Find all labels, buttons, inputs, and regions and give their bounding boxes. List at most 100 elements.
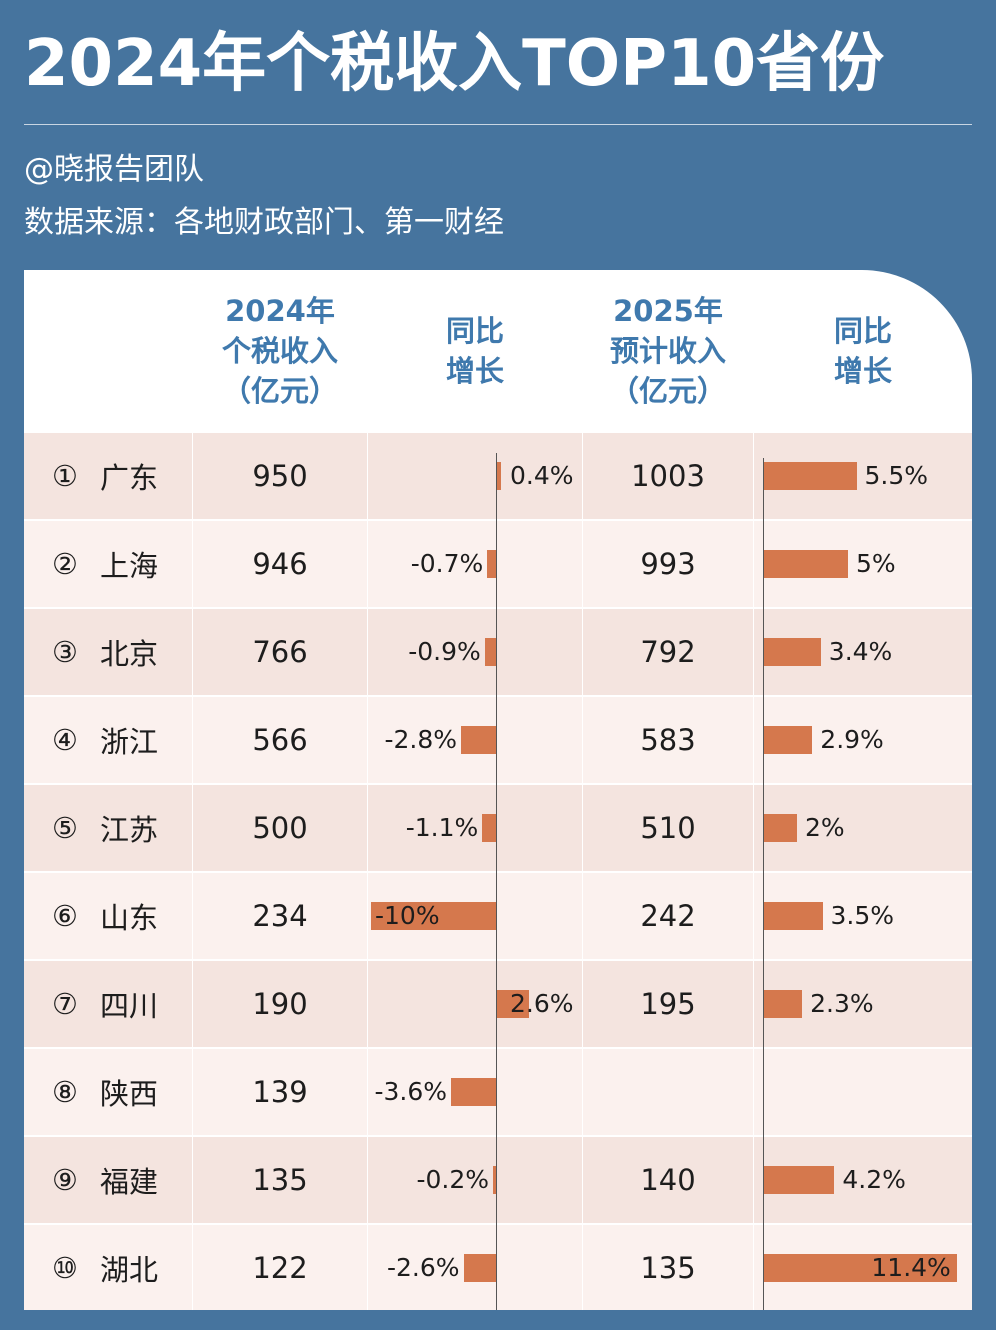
author-credit: @晓报告团队: [24, 152, 204, 187]
province-cell: ① 广东: [24, 433, 192, 519]
province-name: 江苏: [100, 813, 159, 847]
cell-background: [583, 521, 753, 607]
cell-background: [193, 521, 367, 607]
growth-2025-label: 11.4%: [871, 1253, 951, 1282]
growth-2025-bar: [763, 550, 848, 578]
tax-2025-value: 140: [640, 1163, 696, 1197]
province-cell: ④ 浙江: [24, 697, 192, 783]
cell-background: [193, 1225, 367, 1310]
cell-background: [754, 1049, 972, 1135]
data-source: 数据来源：各地财政部门、第一财经: [24, 205, 504, 240]
growth-2025-bar: [763, 814, 797, 842]
header-tax-2024: 2024年 个税收入 （亿元）: [221, 294, 338, 408]
tax-2025-value: [583, 1049, 753, 1135]
tax-2025-value: 195: [640, 987, 696, 1021]
growth-2024-label: -2.6%: [386, 1253, 460, 1282]
cell-background: [24, 609, 192, 695]
cell-background: [24, 697, 192, 783]
tax-2024-value: 566: [252, 723, 308, 757]
table-row: ③ 北京 766 792 -0.9% 3.4%: [24, 609, 972, 695]
growth-2025-bar: [763, 902, 823, 930]
tax-2024-value: 950: [252, 459, 308, 493]
tax-2024-value: 946: [252, 547, 308, 581]
growth-2024-label: 0.4%: [510, 461, 574, 490]
growth-2024-label: 2.6%: [510, 989, 574, 1018]
tax-2025-value: 1003: [631, 459, 705, 493]
growth-2024-label: -2.8%: [384, 725, 457, 754]
table-row: ② 上海 946 993 -0.7% 5%: [24, 521, 972, 607]
table-row: ⑥ 山东 234 242 -10% 3.5%: [24, 873, 972, 959]
rank-marker: ⑧: [52, 1075, 78, 1109]
growth-2025-label: 3.4%: [828, 637, 893, 666]
growth-2025-label: 3.5%: [830, 901, 895, 930]
header-growth-2025: 同比 增长: [833, 314, 892, 388]
cell-background: [583, 1225, 753, 1310]
rank-marker: ②: [52, 547, 78, 581]
rank-marker: ①: [52, 459, 78, 493]
rank-marker: ⑩: [52, 1251, 78, 1285]
province-name: 湖北: [100, 1253, 159, 1287]
province-cell: ③ 北京: [24, 609, 192, 695]
growth-2025-label: 5.5%: [864, 461, 929, 490]
cell-background: [583, 1137, 753, 1223]
cell-background: [583, 697, 753, 783]
province-name: 山东: [100, 901, 159, 935]
province-cell: ⑤ 江苏: [24, 785, 192, 871]
cell-background: [24, 1225, 192, 1310]
tax-2024-value: 190: [252, 987, 308, 1021]
growth-2024-bar: [496, 990, 529, 1018]
growth-2025-bar: [763, 1166, 835, 1194]
growth-2024-bar: [482, 814, 496, 842]
province-name: 福建: [100, 1165, 159, 1199]
cell-background: [583, 785, 753, 871]
province-cell: ⑩ 湖北: [24, 1225, 192, 1310]
growth-2024-bar: [493, 1166, 496, 1194]
table-row: ⑨ 福建 135 140 -0.2% 4.2%: [24, 1137, 972, 1223]
table-row: ① 广东 950 1003 0.4% 5.5%: [24, 433, 972, 519]
tax-2024-value: 122: [252, 1251, 308, 1285]
tax-2024-value: 234: [252, 899, 308, 933]
cell-background: [193, 961, 367, 1047]
data-table-card: 2024年 个税收入 （亿元） 同比 增长 2025年 预计收入 （亿元） 同比…: [24, 270, 972, 1310]
province-name: 陕西: [100, 1077, 159, 1111]
cell-background: [193, 609, 367, 695]
rank-marker: ⑨: [52, 1163, 78, 1197]
cell-background: [193, 433, 367, 519]
page-title: 2024年个税收入TOP10省份: [24, 27, 885, 101]
growth-2025-bar: [763, 462, 857, 490]
rank-marker: ④: [52, 723, 78, 757]
growth-2024-label: -0.7%: [410, 549, 484, 578]
tax-2025-value: 135: [640, 1251, 696, 1285]
rank-marker: ⑤: [52, 811, 78, 845]
cell-background: [193, 873, 367, 959]
cell-background: [583, 433, 753, 519]
growth-2024-axis: [496, 453, 497, 1310]
province-name: 广东: [100, 461, 159, 495]
table-row: ⑩ 湖北 122 135 -2.6% 11.4%: [24, 1225, 972, 1310]
province-cell: ⑧ 陕西: [24, 1049, 192, 1135]
growth-2025-label: 4.2%: [842, 1165, 906, 1194]
growth-2025-bar: [763, 1254, 957, 1282]
cell-background: [193, 1137, 367, 1223]
tax-2024-value: 500: [252, 811, 308, 845]
rank-marker: ⑦: [52, 987, 78, 1021]
growth-2024-bar: [451, 1078, 496, 1106]
cell-background: [24, 873, 192, 959]
province-cell: ⑨ 福建: [24, 1137, 192, 1223]
province-name: 四川: [100, 989, 159, 1023]
growth-2025-label: 5%: [856, 549, 896, 578]
cell-background: [24, 1137, 192, 1223]
growth-2024-label: -1.1%: [405, 813, 479, 842]
tax-2025-value: 583: [640, 723, 696, 757]
growth-2025-bar: [763, 726, 813, 754]
cell-background: [368, 785, 582, 871]
cell-background: [583, 609, 753, 695]
growth-2024-bar: [487, 550, 496, 578]
cell-background: [583, 873, 753, 959]
growth-2024-bar: [461, 726, 496, 754]
province-name: 上海: [100, 549, 159, 583]
table-row: ⑧ 陕西 139 -3.6%: [24, 1049, 972, 1135]
cell-background: [24, 521, 192, 607]
table-row: ⑤ 江苏 500 510 -1.1% 2%: [24, 785, 972, 871]
rank-marker: ⑥: [52, 899, 78, 933]
